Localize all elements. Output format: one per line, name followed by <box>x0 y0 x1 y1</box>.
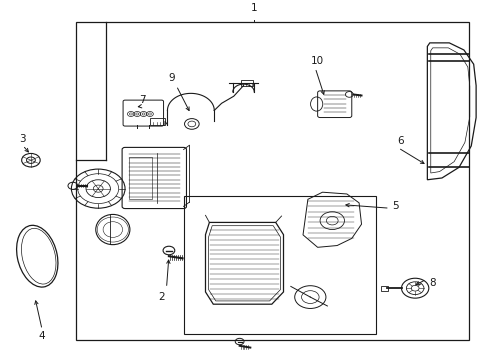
Bar <box>129 157 152 199</box>
Text: 5: 5 <box>391 202 398 211</box>
Text: 3: 3 <box>20 134 26 144</box>
Text: 8: 8 <box>428 278 435 288</box>
Bar <box>380 286 387 291</box>
Text: 7: 7 <box>139 95 145 105</box>
Bar <box>183 196 375 334</box>
Text: 10: 10 <box>310 56 324 66</box>
Text: 1: 1 <box>250 3 257 13</box>
Text: 4: 4 <box>39 331 45 341</box>
Bar <box>76 22 468 340</box>
Bar <box>150 118 164 125</box>
Text: 2: 2 <box>158 292 164 302</box>
Bar <box>241 80 253 86</box>
Text: 9: 9 <box>168 73 174 84</box>
Text: 6: 6 <box>396 136 403 146</box>
